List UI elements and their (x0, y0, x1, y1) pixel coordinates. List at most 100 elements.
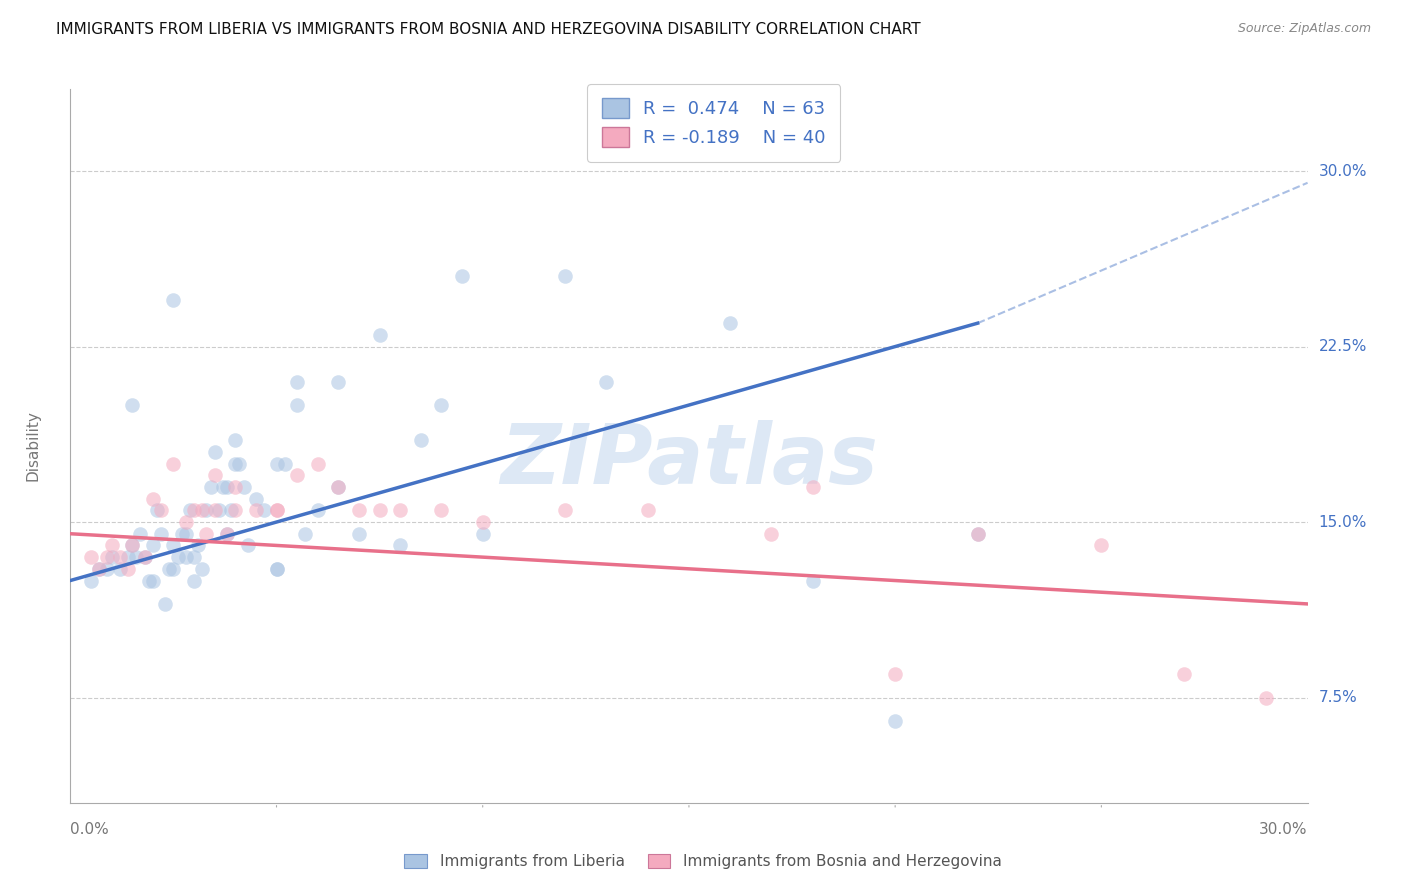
Point (347, 526, 370, 541)
Point (200, 480, 222, 494)
Text: Disability: Disability (25, 410, 41, 482)
Point (224, 457, 246, 471)
Point (129, 526, 152, 541)
Point (166, 550, 188, 565)
Point (157, 562, 180, 576)
Legend: R =  0.474    N = 63, R = -0.189    N = 40: R = 0.474 N = 63, R = -0.189 N = 40 (588, 84, 841, 161)
Point (595, 375, 617, 389)
Point (80, 550, 103, 565)
Point (215, 480, 238, 494)
Point (718, 316, 741, 330)
Point (162, 562, 184, 576)
Point (195, 503, 218, 517)
Point (134, 550, 156, 565)
Point (195, 526, 218, 541)
Point (966, 526, 988, 541)
Point (554, 503, 576, 517)
Point (451, 269, 474, 284)
Text: 0.0%: 0.0% (70, 822, 110, 837)
Point (236, 538, 259, 552)
Point (328, 480, 350, 494)
Text: 7.5%: 7.5% (1319, 690, 1357, 705)
Point (80, 574, 103, 588)
Point (389, 503, 412, 517)
Point (100, 538, 122, 552)
Point (285, 398, 308, 412)
Point (328, 375, 350, 389)
Point (347, 503, 370, 517)
Point (430, 503, 453, 517)
Point (89, 562, 111, 576)
Point (471, 515, 494, 529)
Point (294, 526, 316, 541)
Point (162, 457, 184, 471)
Point (170, 526, 193, 541)
Point (884, 714, 907, 728)
Point (368, 503, 391, 517)
Point (117, 550, 139, 565)
Point (183, 574, 205, 588)
Point (121, 538, 143, 552)
Point (409, 433, 432, 447)
Point (142, 538, 165, 552)
Point (121, 398, 143, 412)
Point (215, 526, 238, 541)
Point (204, 445, 226, 459)
Point (162, 293, 184, 307)
Point (179, 503, 201, 517)
Point (966, 526, 988, 541)
Point (285, 468, 308, 483)
Point (146, 503, 169, 517)
Point (554, 269, 576, 284)
Point (121, 538, 143, 552)
Point (162, 538, 184, 552)
Point (245, 503, 267, 517)
Point (150, 503, 173, 517)
Point (368, 327, 391, 342)
Point (208, 503, 231, 517)
Point (266, 503, 288, 517)
Text: ZIPatlas: ZIPatlas (501, 420, 877, 500)
Point (174, 526, 197, 541)
Text: 30.0%: 30.0% (1260, 822, 1308, 837)
Point (471, 526, 494, 541)
Point (204, 503, 226, 517)
Legend: Immigrants from Liberia, Immigrants from Bosnia and Herzegovina: Immigrants from Liberia, Immigrants from… (398, 848, 1008, 875)
Point (224, 480, 246, 494)
Point (307, 457, 329, 471)
Point (801, 480, 824, 494)
Point (884, 667, 907, 681)
Point (134, 550, 156, 565)
Point (801, 574, 824, 588)
Point (191, 503, 214, 517)
Point (183, 550, 205, 565)
Point (245, 491, 267, 506)
Point (307, 503, 329, 517)
Point (108, 550, 131, 565)
Point (89, 562, 111, 576)
Point (266, 562, 288, 576)
Point (174, 550, 197, 565)
Text: Source: ZipAtlas.com: Source: ZipAtlas.com (1237, 22, 1371, 36)
Point (117, 562, 139, 576)
Point (96, 562, 118, 576)
Point (183, 503, 205, 517)
Point (389, 538, 412, 552)
Text: IMMIGRANTS FROM LIBERIA VS IMMIGRANTS FROM BOSNIA AND HERZEGOVINA DISABILITY COR: IMMIGRANTS FROM LIBERIA VS IMMIGRANTS FR… (56, 22, 921, 37)
Point (224, 503, 246, 517)
Point (191, 562, 214, 576)
Point (100, 550, 122, 565)
Point (266, 503, 288, 517)
Point (232, 480, 254, 494)
Point (761, 526, 783, 541)
Point (219, 503, 242, 517)
Point (150, 526, 173, 541)
Point (253, 503, 276, 517)
Point (204, 468, 226, 483)
Point (266, 562, 288, 576)
Point (138, 574, 160, 588)
Point (1256, 690, 1278, 705)
Point (153, 597, 176, 611)
Point (96, 550, 118, 565)
Point (430, 398, 453, 412)
